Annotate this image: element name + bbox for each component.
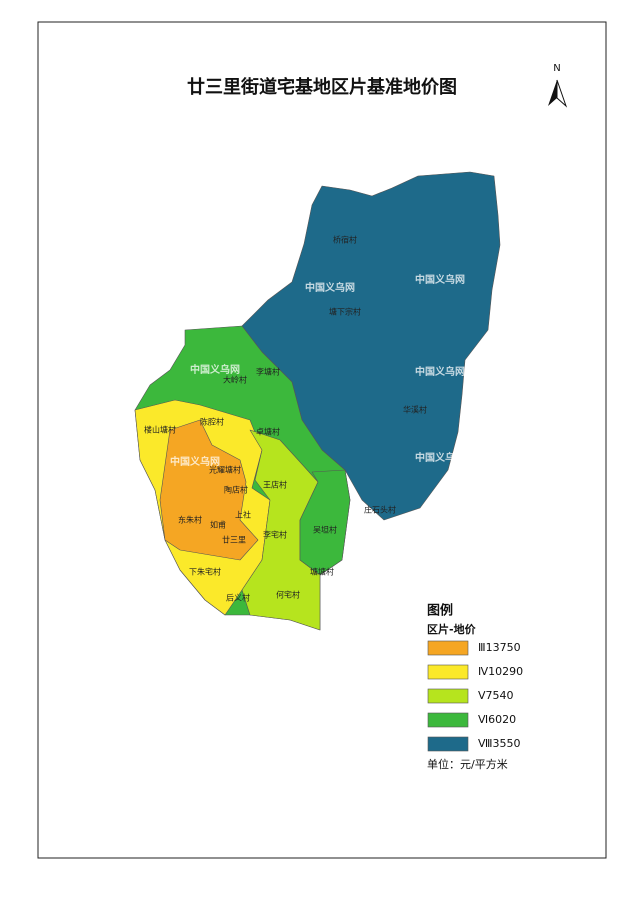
watermark: 中国义乌网 <box>415 451 465 464</box>
place-label: 后义村 <box>226 593 250 603</box>
place-label: 如甫 <box>210 520 226 530</box>
watermark: 中国义乌网 <box>415 273 465 286</box>
zone-iii <box>159 419 259 561</box>
place-label: 下朱宅村 <box>189 567 221 577</box>
place-label: 光耀塘村 <box>209 465 241 475</box>
watermark: 中国义乌网 <box>415 365 465 378</box>
place-label: 陶店村 <box>224 485 248 495</box>
legend-label: Ⅷ3550 <box>478 737 520 750</box>
place-label: 何宅村 <box>276 590 300 600</box>
north-label: N <box>553 63 560 74</box>
place-label: 华溪村 <box>403 405 427 415</box>
place-label: 王店村 <box>263 480 287 490</box>
place-label: 塘塘村 <box>310 567 334 577</box>
legend-swatch <box>427 736 469 752</box>
legend-unit: 单位：元/平方米 <box>427 757 508 771</box>
place-label: 上社 <box>235 510 251 520</box>
map-title: 廿三里街道宅基地区片基准地价图 <box>187 76 457 98</box>
place-label: 桥宿村 <box>333 235 357 245</box>
legend-title: 图例 <box>427 603 453 619</box>
legend-swatch <box>427 640 469 656</box>
watermark: 中国义乌网 <box>190 363 240 376</box>
legend-swatch <box>427 688 469 704</box>
place-label: 塘下宗村 <box>329 307 361 317</box>
place-label: 陈腔村 <box>200 417 224 427</box>
place-label: 李塘村 <box>256 367 280 377</box>
place-label: 李宅村 <box>263 530 287 540</box>
north-arrow-left <box>548 80 557 106</box>
legend: 图例 区片-地价 单位：元/平方米 Ⅲ13750 Ⅳ10290 Ⅴ7540 Ⅵ6020… <box>427 603 523 772</box>
legend-label: Ⅴ7540 <box>478 689 514 702</box>
zone-v <box>241 429 321 631</box>
place-label: 吴坦村 <box>313 525 337 535</box>
place-label: 庄石头村 <box>364 505 396 515</box>
watermark: 中国义乌网 <box>305 281 355 294</box>
north-arrow-right <box>556 79 568 108</box>
place-label: 东朱村 <box>178 515 202 525</box>
watermark: 中国义乌网 <box>170 455 220 468</box>
place-label: 廿三里 <box>222 535 246 545</box>
legend-swatch <box>427 664 469 680</box>
place-label: 楼山塘村 <box>144 425 176 435</box>
zones <box>134 171 501 631</box>
place-label: 大岭村 <box>223 375 247 385</box>
north-arrow: N <box>548 63 568 108</box>
legend-label: Ⅵ6020 <box>478 713 516 726</box>
legend-label: Ⅳ10290 <box>478 665 523 678</box>
legend-subtitle: 区片-地价 <box>427 622 477 636</box>
place-label: 卓塘村 <box>256 427 280 437</box>
legend-label: Ⅲ13750 <box>478 641 521 654</box>
zone-vi-east <box>299 469 351 576</box>
legend-swatch <box>427 712 469 728</box>
